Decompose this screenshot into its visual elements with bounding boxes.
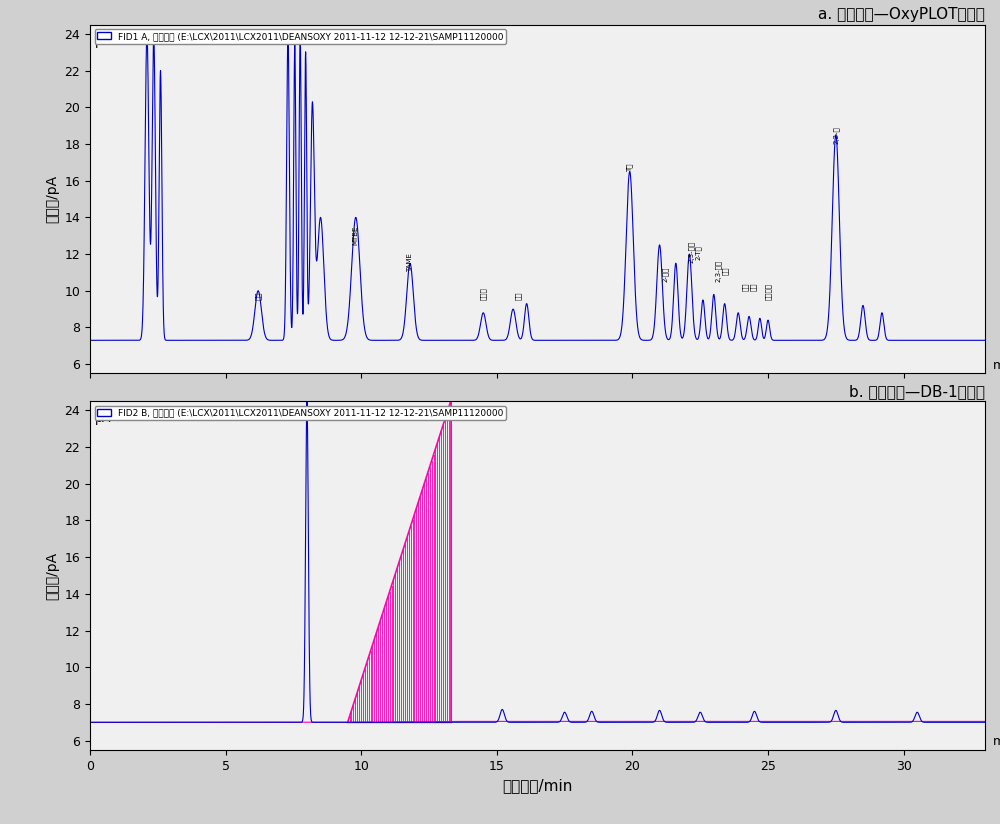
Text: 丙醇: 丙醇 bbox=[515, 292, 522, 300]
Text: 2,3-丁醇
2-T醇: 2,3-丁醇 2-T醇 bbox=[688, 241, 702, 263]
Legend: FID2 B, 后部信号 (E:\LCX\2011\LCX2011\DEANSOXY 2011-11-12 12-12-21\SAMP11120000: FID2 B, 后部信号 (E:\LCX\2011\LCX2011\DEANSO… bbox=[95, 405, 506, 420]
Text: min: min bbox=[993, 358, 1000, 372]
Text: 2,2-醇: 2,2-醇 bbox=[833, 126, 839, 144]
Text: b. 后部信号—DB-1色谱柱: b. 后部信号—DB-1色谱柱 bbox=[849, 384, 985, 399]
Y-axis label: 响应値/pA: 响应値/pA bbox=[45, 551, 59, 600]
Text: 2,3-乙醇
内醇: 2,3-乙醇 内醇 bbox=[715, 260, 729, 282]
Text: T醇: T醇 bbox=[626, 163, 633, 171]
Text: 乙醇
乙酯: 乙醇 乙酯 bbox=[742, 283, 756, 291]
X-axis label: 保留时间/min: 保留时间/min bbox=[502, 778, 573, 794]
Text: 正丁醇: 正丁醇 bbox=[480, 288, 487, 300]
Text: min: min bbox=[993, 735, 1000, 748]
Y-axis label: 响应値/pA: 响应値/pA bbox=[45, 175, 59, 223]
Text: TAME: TAME bbox=[407, 254, 413, 273]
Text: MTBE: MTBE bbox=[353, 226, 359, 245]
Text: 2-丁醇: 2-丁醇 bbox=[662, 266, 668, 282]
Text: a. 前部信号—OxyPLOT色谱柱: a. 前部信号—OxyPLOT色谱柱 bbox=[818, 7, 985, 22]
Text: pA: pA bbox=[94, 35, 111, 48]
Text: pA: pA bbox=[94, 412, 111, 424]
Text: 乙醒: 乙醒 bbox=[255, 292, 261, 300]
Legend: FID1 A, 前部信号 (E:\LCX\2011\LCX2011\DEANSOXY 2011-11-12 12-12-21\SAMP11120000: FID1 A, 前部信号 (E:\LCX\2011\LCX2011\DEANSO… bbox=[95, 29, 506, 44]
Text: 乙酸乙酯: 乙酸乙酯 bbox=[765, 283, 771, 300]
